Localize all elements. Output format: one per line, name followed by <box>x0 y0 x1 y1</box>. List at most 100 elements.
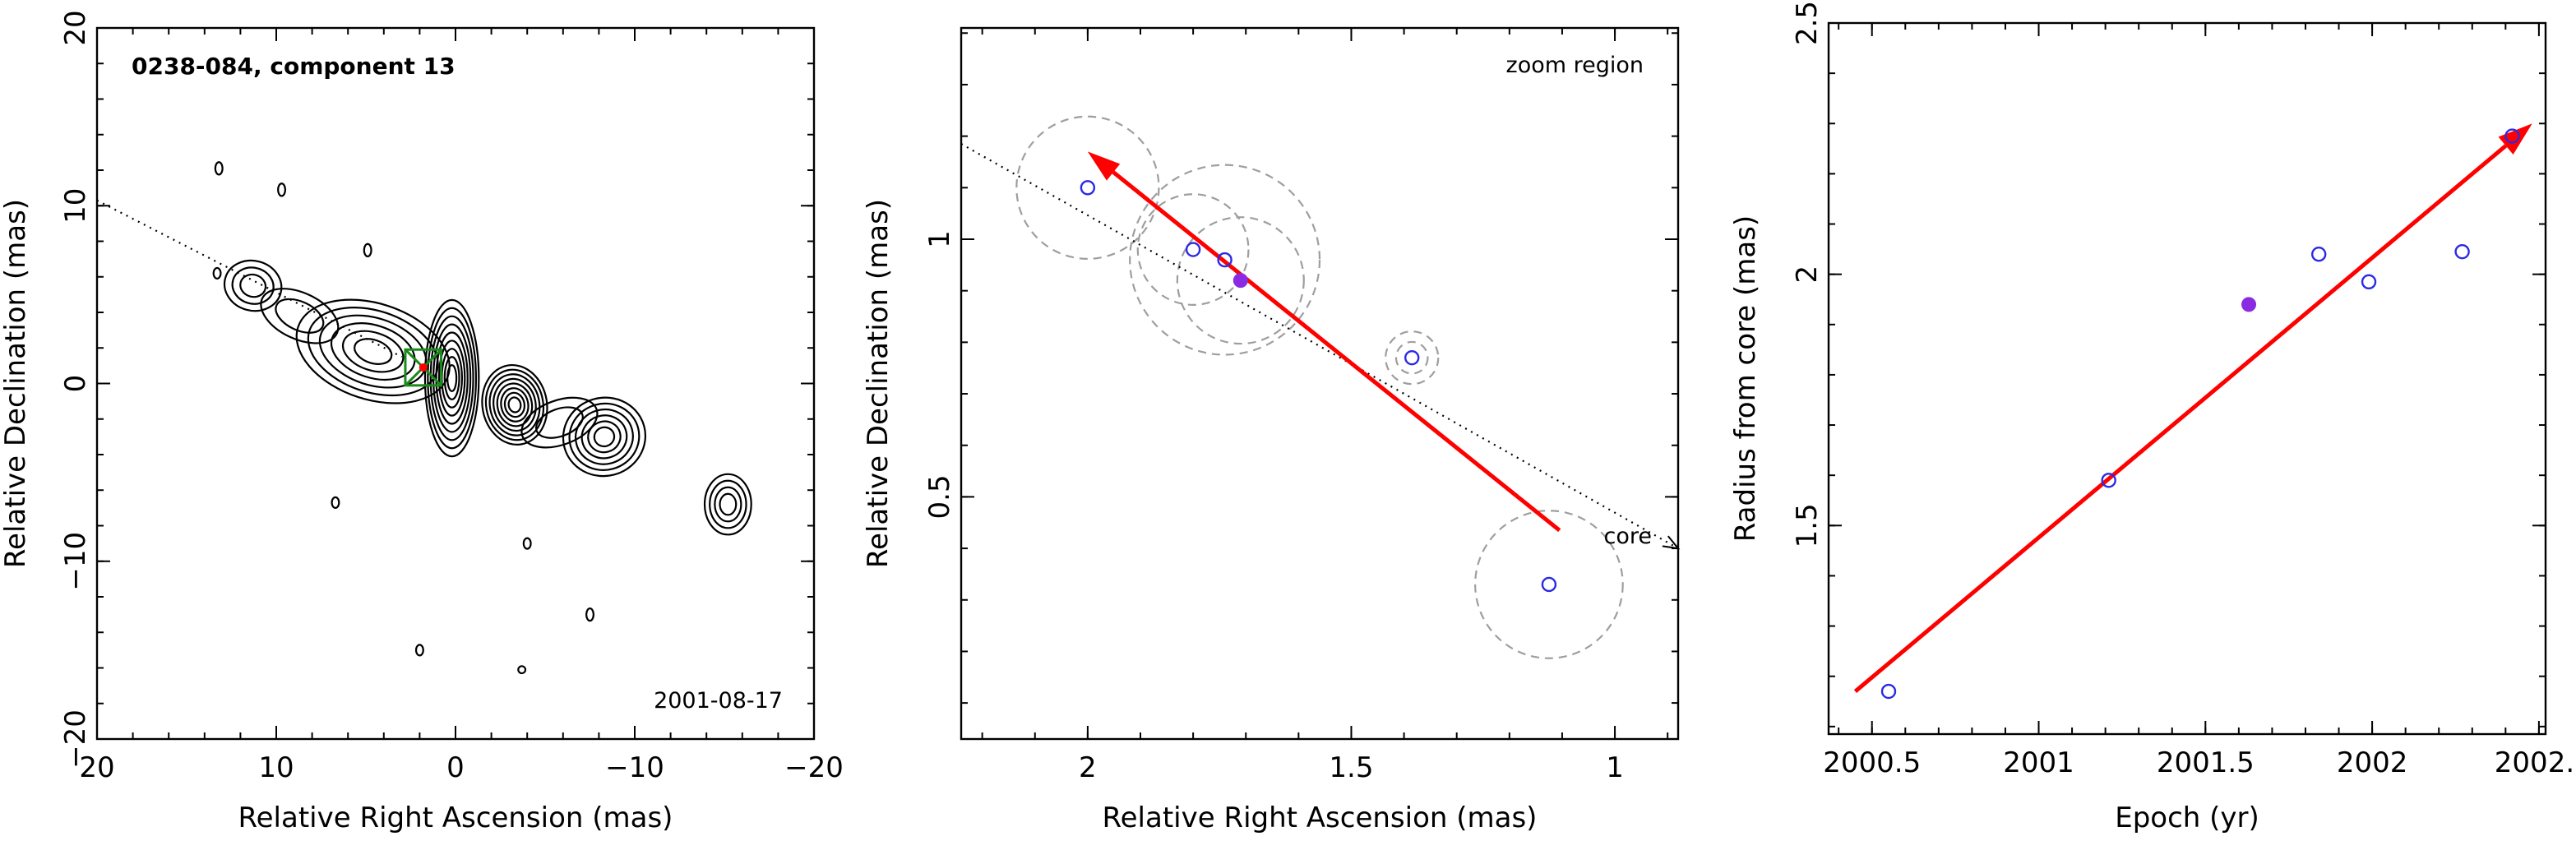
contour-level <box>517 665 527 675</box>
axis-ticks: 20 10 0 −10 −20 −20 −10 0 10 20 <box>59 10 844 784</box>
jet-direction-line <box>960 143 1679 550</box>
x-tick-label: −20 <box>784 751 844 784</box>
zoom-region-label: zoom region <box>1506 53 1644 78</box>
x-axis-label: Epoch (yr) <box>2115 801 2259 834</box>
contour-panel: 20 10 0 −10 −20 −20 −10 0 10 20 0238-084, compone… <box>0 10 844 834</box>
contour-level <box>568 402 641 471</box>
contour-level <box>585 607 594 622</box>
component-size-circles <box>1015 115 1624 659</box>
contour-level <box>714 486 742 523</box>
x-axis-label: Relative Right Ascension (mas) <box>1103 801 1538 834</box>
axis-ticks: 2000.5 2001 2001.5 2002 2002.. 1.5 2 2.5 <box>1791 1 2576 779</box>
contour-level <box>481 363 548 446</box>
contour-level <box>535 406 584 439</box>
x-tick-label: 2002 <box>2337 746 2408 779</box>
y-tick-label: 10 <box>59 188 92 224</box>
radius-point <box>2504 128 2520 144</box>
contour-level <box>493 377 537 432</box>
contour-level <box>223 259 283 312</box>
x-tick-label: 10 <box>258 751 294 784</box>
radius-point <box>2361 274 2377 290</box>
contour-level <box>275 298 325 334</box>
contour-level <box>260 288 340 344</box>
fit-arrowhead <box>2498 123 2532 155</box>
contour-level <box>703 473 752 536</box>
contour-level <box>580 414 628 460</box>
jet-direction-line <box>96 199 403 358</box>
contour-level <box>331 496 340 509</box>
contour-level <box>427 307 478 450</box>
contour-level <box>212 266 222 280</box>
contour-level <box>214 161 224 176</box>
contour-level <box>587 420 622 454</box>
motion-arrowhead <box>1087 151 1121 181</box>
contour-level <box>354 338 393 365</box>
x-tick-label: 2 <box>1079 751 1097 784</box>
component-size-circle <box>1129 164 1321 356</box>
component-position-point <box>419 363 428 372</box>
contour-level <box>307 307 439 397</box>
x-tick-label: 1 <box>1606 751 1624 784</box>
contour-level <box>575 408 634 465</box>
radius-point <box>2101 473 2116 488</box>
contour-map <box>212 161 752 675</box>
direction-arrowhead <box>1662 535 1681 550</box>
contour-level <box>277 182 287 197</box>
radius-point <box>2454 243 2470 260</box>
component-size-circle <box>1176 216 1305 345</box>
x-tick-label: 2001.5 <box>2157 746 2255 779</box>
x-tick-label: 20 <box>79 751 114 784</box>
y-tick-label: 0 <box>59 375 92 393</box>
contour-level <box>437 340 466 417</box>
contour-level <box>709 479 747 529</box>
component-size-circle <box>1136 193 1250 306</box>
y-axis-label: Relative Declination (mas) <box>862 199 895 568</box>
component-box-marker <box>404 348 443 387</box>
contour-level <box>500 387 530 423</box>
plot-frame <box>1827 21 2547 736</box>
radius-points <box>1880 128 2520 700</box>
contour-level <box>488 373 541 437</box>
motion-arrow <box>1112 170 1561 533</box>
component-size-circle <box>1015 115 1160 260</box>
component-point-filled <box>1233 273 1248 289</box>
contour-level <box>484 368 544 441</box>
y-axis-label: Relative Declination (mas) <box>0 199 32 568</box>
component-point <box>1185 242 1201 257</box>
contour-level <box>414 644 424 657</box>
fit-arrow <box>1853 144 2508 693</box>
contour-level <box>593 426 616 448</box>
y-tick-label: 2.5 <box>1791 1 1824 45</box>
contour-level <box>719 492 738 516</box>
y-tick-label: 2 <box>1791 266 1824 284</box>
x-tick-label: 2002.. <box>2495 746 2576 779</box>
x-tick-label: −10 <box>605 751 664 784</box>
contour-level <box>507 396 522 413</box>
component-size-circle <box>1474 510 1624 659</box>
component-point <box>1404 349 1420 366</box>
contour-level <box>503 391 525 418</box>
x-tick-label: 1.5 <box>1329 751 1373 784</box>
epoch-label: 2001-08-17 <box>654 688 783 714</box>
y-tick-label: −20 <box>59 709 92 769</box>
contour-level <box>231 266 275 305</box>
component-point <box>1217 252 1233 268</box>
contour-level <box>295 298 451 404</box>
x-tick-label: 2001 <box>2003 746 2074 779</box>
radius-point <box>2311 247 2327 262</box>
plot-title: 0238-084, component 13 <box>132 53 456 80</box>
x-tick-label: 0 <box>446 751 465 784</box>
contour-level <box>363 243 372 257</box>
y-tick-label: 1 <box>923 230 956 248</box>
contour-level <box>562 396 647 478</box>
contour-level <box>239 273 267 298</box>
contour-level <box>443 356 460 400</box>
radius-epoch-panel: 2000.5 2001 2001.5 2002 2002.. 1.5 2 2.5 Epoch … <box>1729 1 2576 834</box>
y-tick-label: −10 <box>59 532 92 591</box>
contour-level <box>522 537 532 550</box>
y-tick-label: 1.5 <box>1791 503 1824 547</box>
component-size-circle <box>1385 330 1440 386</box>
y-tick-label: 20 <box>59 10 92 45</box>
